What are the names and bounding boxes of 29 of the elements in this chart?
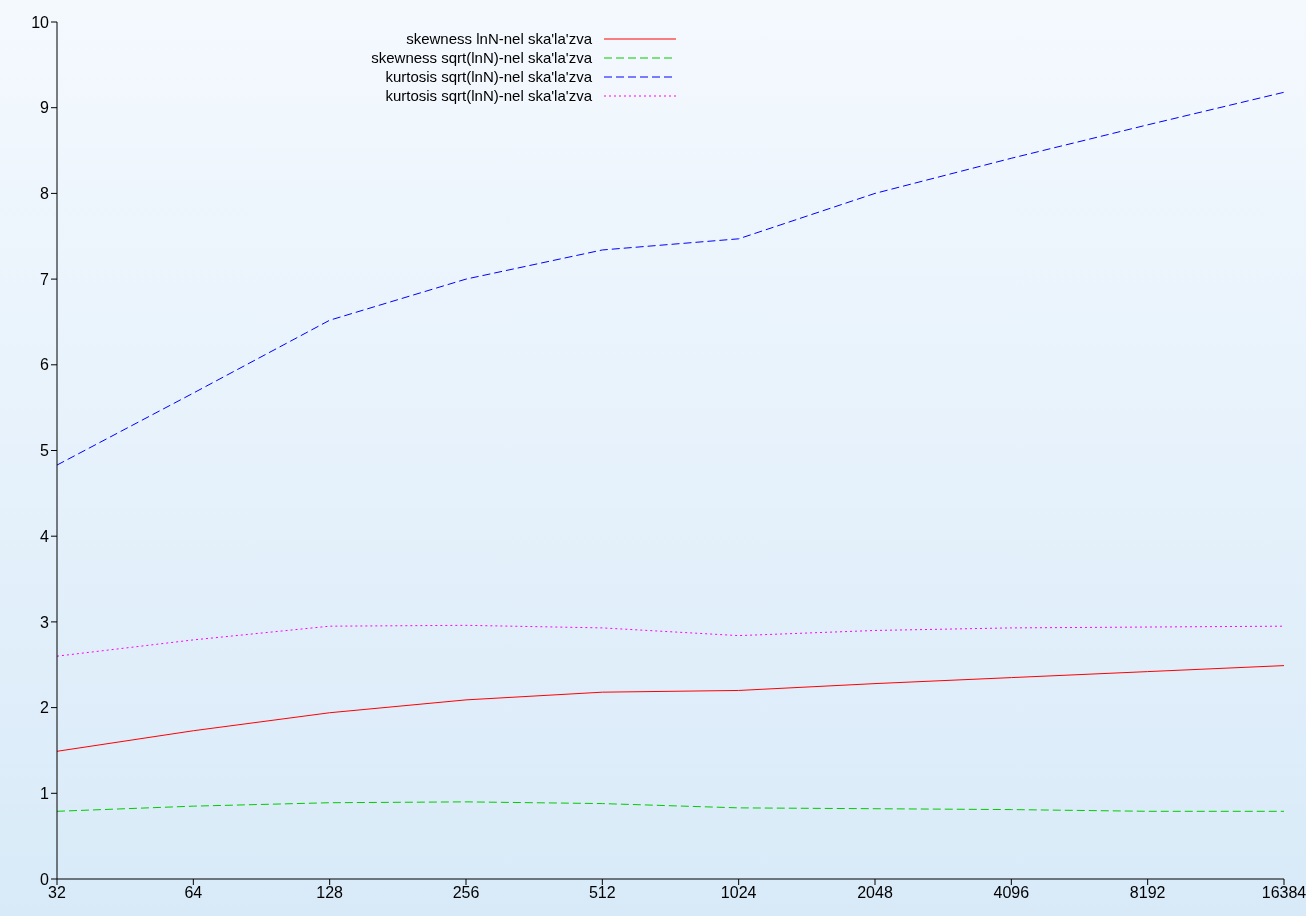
x-tick-label: 32 bbox=[48, 884, 66, 902]
y-tick-label: 7 bbox=[40, 270, 50, 288]
y-tick-label: 6 bbox=[40, 356, 50, 374]
x-tick-label: 1024 bbox=[720, 884, 757, 902]
x-tick-label: 256 bbox=[452, 884, 480, 902]
legend-label: kurtosis sqrt(lnN)-nel ska'la'zva bbox=[385, 68, 592, 85]
y-tick-label: 8 bbox=[40, 185, 50, 203]
x-tick-label: 8192 bbox=[1129, 884, 1166, 902]
y-tick-label: 5 bbox=[40, 442, 50, 460]
y-tick-label: 3 bbox=[40, 613, 50, 631]
legend-label: kurtosis sqrt(lnN)-nel ska'la'zva bbox=[385, 87, 592, 104]
y-tick-label: 9 bbox=[40, 99, 50, 117]
x-tick-label: 512 bbox=[588, 884, 616, 902]
y-tick-label: 1 bbox=[40, 784, 50, 802]
x-tick-label: 64 bbox=[184, 884, 203, 902]
legend-label: skewness sqrt(lnN)-nel ska'la'zva bbox=[371, 49, 592, 66]
x-tick-label: 2048 bbox=[857, 884, 893, 902]
line-series bbox=[56, 91, 1285, 466]
x-tick-label: 128 bbox=[316, 884, 344, 902]
y-tick-label: 10 bbox=[31, 13, 50, 31]
y-tick-label: 0 bbox=[40, 870, 50, 888]
line-series bbox=[56, 665, 1285, 752]
y-tick-label: 4 bbox=[40, 527, 50, 545]
line-series bbox=[56, 801, 1285, 812]
line-series bbox=[56, 624, 1285, 657]
y-tick-label: 2 bbox=[40, 699, 50, 717]
legend-label: skewness lnN-nel ska'la'zva bbox=[406, 30, 592, 47]
x-tick-label: 4096 bbox=[993, 884, 1030, 902]
x-tick-label: 16384 bbox=[1261, 884, 1306, 902]
